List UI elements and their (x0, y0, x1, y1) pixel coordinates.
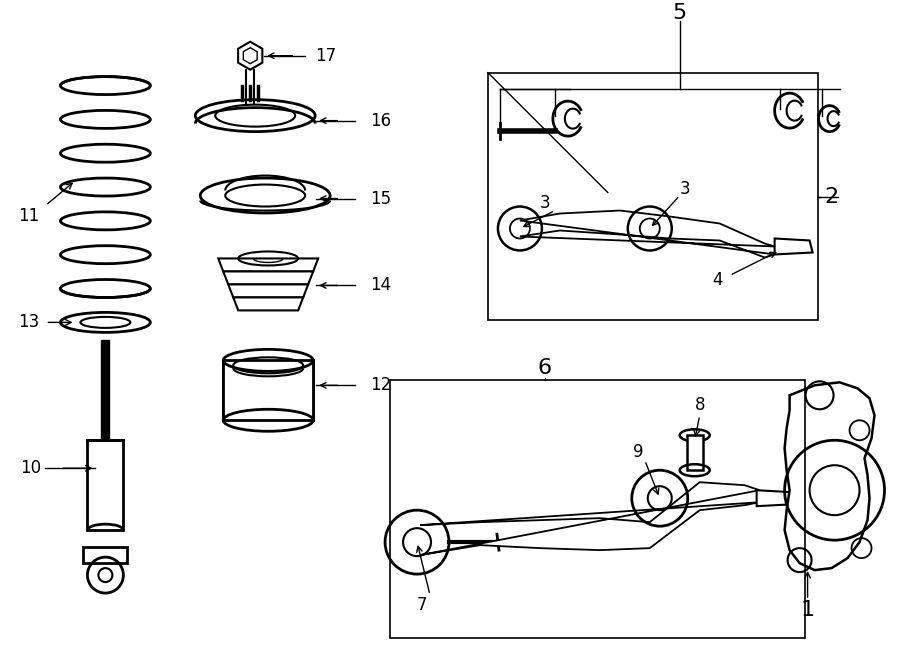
Text: 13: 13 (18, 313, 39, 331)
Text: 17: 17 (315, 47, 337, 65)
Bar (87, 440, 123, 530)
Polygon shape (229, 284, 308, 297)
Polygon shape (785, 382, 875, 570)
Text: 16: 16 (370, 112, 392, 130)
Text: 10: 10 (20, 459, 41, 477)
Bar (390, 380, 805, 638)
Text: 3: 3 (680, 180, 690, 198)
Text: 5: 5 (672, 3, 687, 22)
Polygon shape (238, 42, 262, 69)
Bar (247, 69, 254, 104)
Polygon shape (219, 258, 319, 272)
Polygon shape (233, 297, 303, 311)
Polygon shape (420, 483, 760, 555)
Text: 7: 7 (417, 596, 428, 614)
Text: 1: 1 (800, 600, 814, 620)
Text: 14: 14 (370, 276, 392, 294)
Text: 11: 11 (18, 206, 39, 225)
Bar (102, 340, 110, 440)
Text: 2: 2 (824, 186, 839, 206)
Text: 15: 15 (370, 190, 392, 208)
Bar (223, 360, 313, 420)
Text: 9: 9 (633, 444, 643, 461)
Polygon shape (223, 272, 313, 284)
Text: 12: 12 (370, 376, 392, 395)
Polygon shape (775, 239, 813, 254)
Bar (84, 547, 128, 563)
Bar (488, 73, 817, 321)
Bar (687, 435, 703, 470)
Polygon shape (520, 210, 775, 258)
Text: 6: 6 (538, 358, 552, 378)
Text: 8: 8 (695, 397, 705, 414)
Text: 4: 4 (713, 272, 723, 290)
Polygon shape (757, 490, 795, 506)
Text: 3: 3 (540, 194, 550, 212)
